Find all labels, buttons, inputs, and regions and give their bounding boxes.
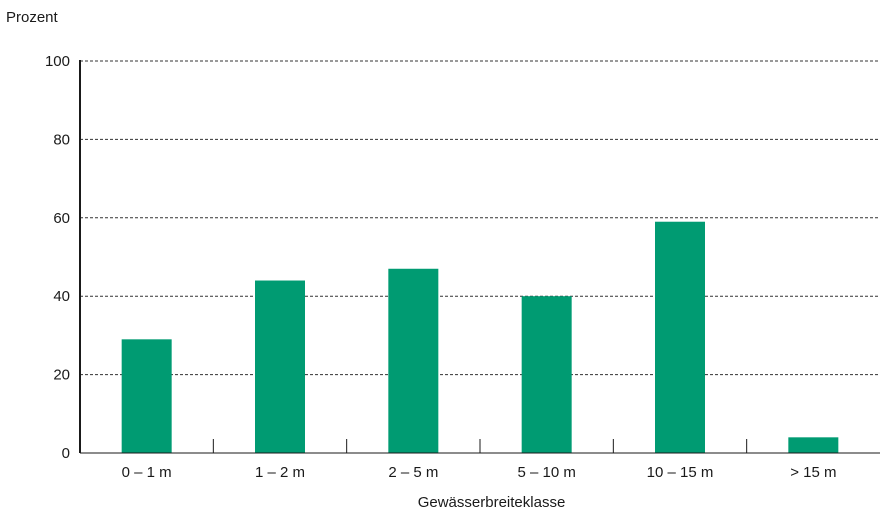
- x-tick-label: 5 – 10 m: [517, 464, 575, 481]
- axes: [79, 60, 880, 454]
- bars: [121, 221, 839, 453]
- x-tick-label: 1 – 2 m: [255, 464, 305, 481]
- y-tick-label: 0: [62, 445, 70, 462]
- bar: [388, 268, 439, 453]
- x-tick-labels: 0 – 1 m 1 – 2 m 2 – 5 m 5 – 10 m 10 – 15 m > …: [122, 464, 837, 481]
- x-tick-label: 0 – 1 m: [122, 464, 172, 481]
- y-tick-labels: 0 20 40 60 80 100: [45, 53, 70, 462]
- x-tick-label: 10 – 15 m: [647, 464, 714, 481]
- y-tick-label: 100: [45, 53, 70, 70]
- x-tick-label: 2 – 5 m: [388, 464, 438, 481]
- y-tick-label: 80: [53, 131, 70, 148]
- y-tick-label: 40: [53, 288, 70, 305]
- bar: [521, 296, 572, 453]
- y-tick-label: 60: [53, 210, 70, 227]
- gridlines: [80, 60, 880, 376]
- y-tick-label: 20: [53, 367, 70, 384]
- bar: [255, 280, 305, 453]
- y-axis-label: Prozent: [6, 9, 58, 26]
- x-axis-label: Gewässerbreiteklasse: [417, 494, 566, 511]
- bar: [788, 437, 839, 453]
- bar: [655, 221, 705, 453]
- x-tick-label: > 15 m: [790, 464, 836, 481]
- bar: [121, 339, 172, 453]
